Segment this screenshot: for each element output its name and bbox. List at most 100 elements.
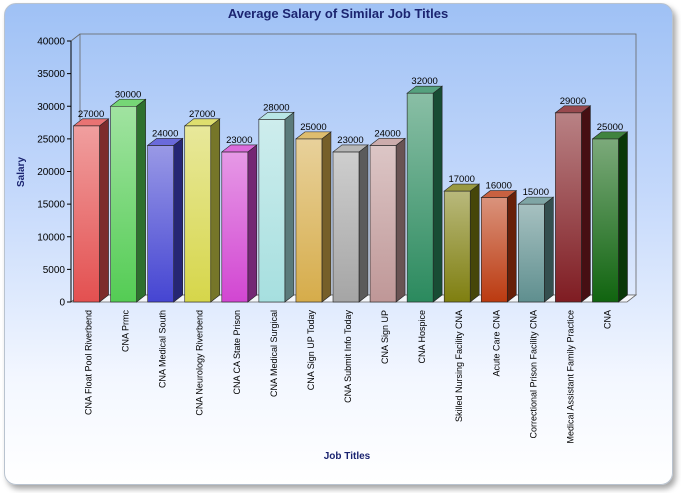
category-label: CNA Neurology Riverbend <box>195 310 205 416</box>
value-label: 16000 <box>486 181 512 192</box>
bar-6: 28000 <box>257 102 295 303</box>
category-label: CNA Submit Info Today <box>343 310 353 403</box>
bar-front <box>592 138 619 303</box>
y-tick-label: 20000 <box>37 167 65 178</box>
value-label: 24000 <box>152 128 178 139</box>
bar-side <box>284 111 295 303</box>
value-label: 25000 <box>300 122 326 133</box>
value-label: 17000 <box>448 174 474 185</box>
bar-14: 29000 <box>554 96 592 303</box>
category-label: CNA Sign UP <box>380 310 390 364</box>
bar-front <box>369 145 397 303</box>
bar-2: 30000 <box>109 89 147 303</box>
bar-top <box>443 183 481 192</box>
bar-side <box>247 144 258 303</box>
category-label: CNA Prmc <box>121 310 131 353</box>
bar-side <box>395 137 406 303</box>
bar-4: 27000 <box>183 109 221 303</box>
bar-top <box>295 131 332 140</box>
bar-front <box>184 125 212 303</box>
bar-front <box>73 125 100 303</box>
y-tick-label: 5000 <box>43 265 66 276</box>
bar-13: 15000 <box>517 187 555 303</box>
value-label: 23000 <box>226 135 252 146</box>
bar-8: 23000 <box>332 135 369 303</box>
bar-side <box>506 189 517 303</box>
y-tick-label: 35000 <box>37 69 65 80</box>
bar-front <box>258 119 286 303</box>
bar-front <box>221 151 249 303</box>
y-tick-label: 10000 <box>37 232 65 243</box>
bar-3: 24000 <box>146 128 184 303</box>
y-axis: 0 5000 10000 15000 20000 25000 30000 35000 40000 <box>37 37 72 309</box>
bar-side <box>581 105 591 303</box>
bar-top <box>517 196 555 205</box>
bar-top <box>109 98 147 107</box>
category-label: CNA Float Pool Riverbend <box>84 310 94 415</box>
y-tick-label: 30000 <box>37 102 65 113</box>
bar-front <box>480 197 508 303</box>
bar-top <box>369 138 406 146</box>
bar-top <box>332 144 369 153</box>
plot-edge <box>70 33 81 42</box>
y-tick-label: 25000 <box>37 134 65 145</box>
value-label: 23000 <box>337 135 363 146</box>
bar-front <box>147 145 174 303</box>
bar-side <box>432 85 443 303</box>
bar-top <box>183 118 221 127</box>
bar-side <box>358 144 369 303</box>
bar-front <box>110 105 137 303</box>
bar-front <box>443 190 471 303</box>
category-label: CNA Medical South <box>158 310 168 388</box>
bar-side <box>469 183 480 303</box>
bar-side <box>136 98 146 303</box>
bar-side <box>544 196 554 303</box>
bar-front <box>406 92 434 303</box>
bar-12: 16000 <box>480 181 518 303</box>
bar-top <box>480 190 518 198</box>
y-tick-label: 15000 <box>37 200 65 211</box>
category-label: Medical Assistant Family Practice <box>565 310 575 444</box>
y-tick-label: 40000 <box>37 37 65 48</box>
bar-side <box>173 137 183 303</box>
y-axis-title: Salary <box>16 157 27 187</box>
bar-front <box>295 138 323 303</box>
bar-7: 25000 <box>295 122 332 303</box>
value-label: 27000 <box>189 109 215 120</box>
bar-side <box>99 118 109 303</box>
bar-side <box>618 131 628 303</box>
chart-title: Average Salary of Similar Job Titles <box>228 6 448 21</box>
bar-top <box>406 85 444 94</box>
value-label: 24000 <box>374 128 400 139</box>
category-label: Correctional Prison Facility CNA <box>528 310 538 439</box>
value-label: 30000 <box>115 89 141 100</box>
bar-front <box>555 112 582 303</box>
category-label: CNA CA State Prison <box>232 310 242 395</box>
category-label: CNA Medical Surgical <box>269 310 279 397</box>
value-label: 32000 <box>411 76 437 87</box>
category-label: CNA Hospice <box>417 310 427 364</box>
value-label: 29000 <box>560 96 586 107</box>
bar-15: 25000 <box>591 122 629 303</box>
bar-top <box>146 138 184 146</box>
value-label: 15000 <box>523 187 549 198</box>
category-label: Acute Care CNA <box>491 310 501 377</box>
x-axis-title: Job Titles <box>324 451 371 462</box>
bar-top <box>554 105 592 114</box>
bars: 27000 30000 24000 27000 23000 28000 25000 23000… <box>72 76 629 303</box>
y-tick-label: 0 <box>59 298 65 309</box>
bar-top <box>72 118 110 127</box>
bar-top <box>257 112 295 120</box>
bar-side <box>321 131 332 303</box>
bar-top <box>591 131 629 140</box>
category-label: CNA Sign UP Today <box>306 310 316 391</box>
bar-5: 23000 <box>220 135 258 303</box>
bar-1: 27000 <box>72 109 110 303</box>
bar-top <box>220 144 258 153</box>
bar-front <box>332 151 360 303</box>
bar-11: 17000 <box>443 174 481 303</box>
bar-front <box>518 203 545 303</box>
bar-side <box>210 118 221 303</box>
bar-10: 32000 <box>406 76 444 303</box>
